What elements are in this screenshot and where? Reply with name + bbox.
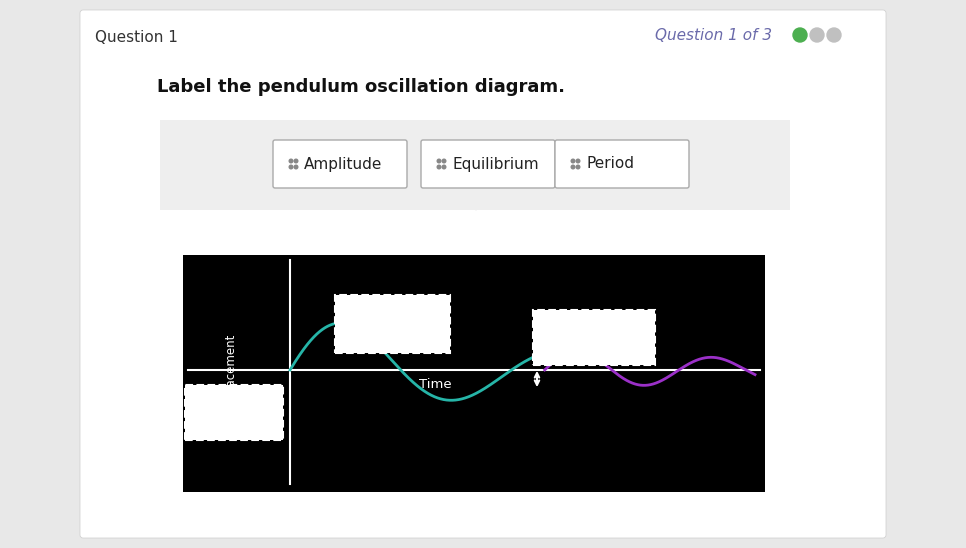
Text: Period: Period [586,157,634,172]
Circle shape [438,165,440,169]
Circle shape [295,159,298,163]
Circle shape [827,28,841,42]
Text: Question 1: Question 1 [95,30,178,45]
Circle shape [295,165,298,169]
Polygon shape [462,196,490,210]
Circle shape [442,159,445,163]
FancyBboxPatch shape [421,140,555,188]
Text: Question 1 of 3: Question 1 of 3 [655,28,772,43]
FancyBboxPatch shape [80,10,886,538]
Text: Amplitude: Amplitude [304,157,383,172]
Bar [185,385,283,440]
Circle shape [438,159,440,163]
Circle shape [442,165,445,169]
Text: Equilibrium: Equilibrium [452,157,539,172]
FancyBboxPatch shape [273,140,407,188]
Bar [160,120,790,210]
Circle shape [571,159,575,163]
Bar [533,310,655,365]
Bar [183,255,765,492]
FancyBboxPatch shape [555,140,689,188]
Circle shape [576,159,580,163]
Text: Time: Time [418,379,451,391]
Circle shape [576,165,580,169]
Bar [335,295,450,353]
Text: Label the pendulum oscillation diagram.: Label the pendulum oscillation diagram. [157,78,565,96]
Circle shape [289,159,293,163]
Circle shape [810,28,824,42]
Circle shape [571,165,575,169]
Circle shape [793,28,807,42]
Circle shape [289,165,293,169]
Text: Displacement: Displacement [223,333,237,414]
